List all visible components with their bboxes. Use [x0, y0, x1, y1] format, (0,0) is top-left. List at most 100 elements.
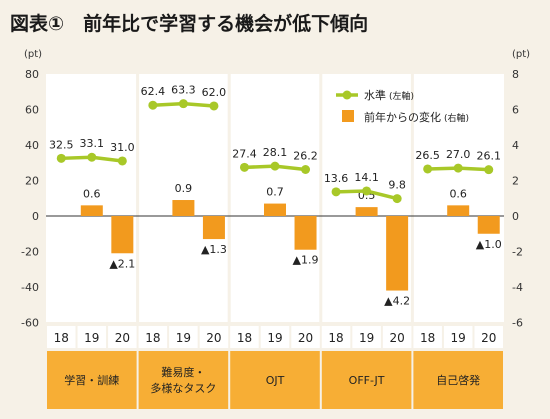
- level-label: 62.4: [141, 85, 166, 98]
- plot-area: [46, 74, 504, 322]
- change-bar: [111, 216, 134, 254]
- change-bar: [202, 216, 225, 240]
- level-label: 13.6: [324, 172, 349, 185]
- change-label: ▲2.1: [109, 257, 135, 270]
- change-bar: [264, 203, 286, 216]
- right-axis-tick: 0: [512, 210, 519, 223]
- level-label: 27.4: [232, 147, 257, 160]
- level-label: 26.1: [476, 150, 501, 163]
- year-label: 18: [54, 331, 69, 345]
- change-label: ▲4.2: [384, 295, 410, 308]
- year-cell: [260, 326, 290, 348]
- level-label: 32.5: [49, 138, 74, 151]
- year-cell: [199, 326, 229, 348]
- change-label: ▲1.3: [201, 243, 227, 256]
- level-point: [209, 101, 219, 111]
- right-axis-tick: 8: [512, 68, 519, 81]
- category-cell: [230, 351, 320, 409]
- change-label: ▲1.0: [476, 238, 502, 251]
- year-cell: [138, 326, 168, 348]
- level-point: [453, 163, 463, 173]
- year-label: 19: [359, 331, 374, 345]
- change-bar: [355, 207, 378, 216]
- change-label: 0.7: [266, 186, 284, 199]
- year-cell: [382, 326, 412, 348]
- chart-title: 図表① 前年比で学習する機会が低下傾向: [10, 13, 369, 35]
- level-point: [148, 100, 158, 110]
- category-cell: [138, 351, 229, 409]
- change-label: 0.6: [83, 187, 101, 200]
- level-label: 33.1: [80, 137, 105, 150]
- level-point: [87, 152, 97, 162]
- left-axis-tick: 0: [32, 210, 39, 223]
- legend-line-marker: [342, 90, 352, 100]
- level-point: [239, 162, 249, 172]
- change-label: 0.6: [449, 187, 467, 200]
- level-label: 31.0: [110, 141, 135, 154]
- level-point: [484, 165, 494, 175]
- year-label: 18: [145, 331, 160, 345]
- category-label: 学習・訓練: [64, 373, 119, 387]
- year-cell: [77, 326, 107, 348]
- right-axis-tick: -6: [512, 317, 523, 330]
- change-bar: [80, 205, 103, 216]
- level-point: [178, 99, 188, 109]
- change-bar: [386, 216, 409, 291]
- level-label: 28.1: [263, 146, 288, 159]
- level-label: 63.3: [171, 84, 196, 97]
- year-cell: [352, 326, 381, 348]
- year-cell: [230, 326, 259, 348]
- right-axis-tick: 4: [512, 139, 519, 152]
- year-label: 18: [328, 331, 343, 345]
- left-axis-tick: -20: [21, 246, 39, 259]
- left-axis-unit: (pt): [24, 49, 42, 60]
- year-cell: [108, 326, 137, 348]
- right-axis-tick: 6: [512, 104, 519, 117]
- year-cell: [169, 326, 198, 348]
- right-axis-unit: (pt): [512, 49, 530, 60]
- level-point: [301, 164, 311, 174]
- level-point: [117, 156, 127, 166]
- level-label: 27.0: [446, 148, 471, 161]
- year-label: 20: [481, 331, 496, 345]
- right-axis-tick: -2: [512, 246, 523, 259]
- level-label: 9.8: [388, 179, 406, 192]
- category-cell: [321, 351, 412, 409]
- right-axis-tick: 2: [512, 175, 519, 188]
- level-label: 26.2: [293, 149, 318, 162]
- level-label: 26.5: [415, 149, 440, 162]
- change-bar: [294, 216, 317, 250]
- level-label: 62.0: [202, 86, 227, 99]
- level-point: [56, 153, 66, 163]
- year-label: 19: [176, 331, 191, 345]
- change-bar: [172, 200, 195, 216]
- year-label: 18: [420, 331, 435, 345]
- year-label: 19: [84, 331, 99, 345]
- change-label: ▲1.9: [293, 254, 319, 267]
- change-bar: [477, 216, 500, 234]
- year-cell: [47, 326, 76, 348]
- level-point: [270, 161, 280, 171]
- change-label: 0.9: [175, 182, 193, 195]
- year-cell: [443, 326, 473, 348]
- year-label: 19: [267, 331, 282, 345]
- left-axis-tick: 40: [25, 139, 39, 152]
- year-cell: [413, 326, 442, 348]
- left-axis-tick: 80: [25, 68, 39, 81]
- legend-label-level: 水準 (左軸): [364, 88, 414, 102]
- year-label: 20: [298, 331, 313, 345]
- change-bar: [447, 205, 470, 216]
- left-axis-tick: 60: [25, 104, 39, 117]
- category-label: 多様なタスク: [150, 381, 216, 395]
- level-point: [392, 194, 402, 204]
- level-point: [423, 164, 433, 174]
- legend-bar-swatch: [342, 110, 354, 122]
- left-axis-tick: -40: [21, 281, 39, 294]
- year-label: 20: [389, 331, 404, 345]
- year-cell: [474, 326, 503, 348]
- level-point: [362, 186, 372, 196]
- year-label: 18: [237, 331, 252, 345]
- left-axis-tick: -60: [21, 317, 39, 330]
- category-label: 自己啓発: [436, 373, 480, 387]
